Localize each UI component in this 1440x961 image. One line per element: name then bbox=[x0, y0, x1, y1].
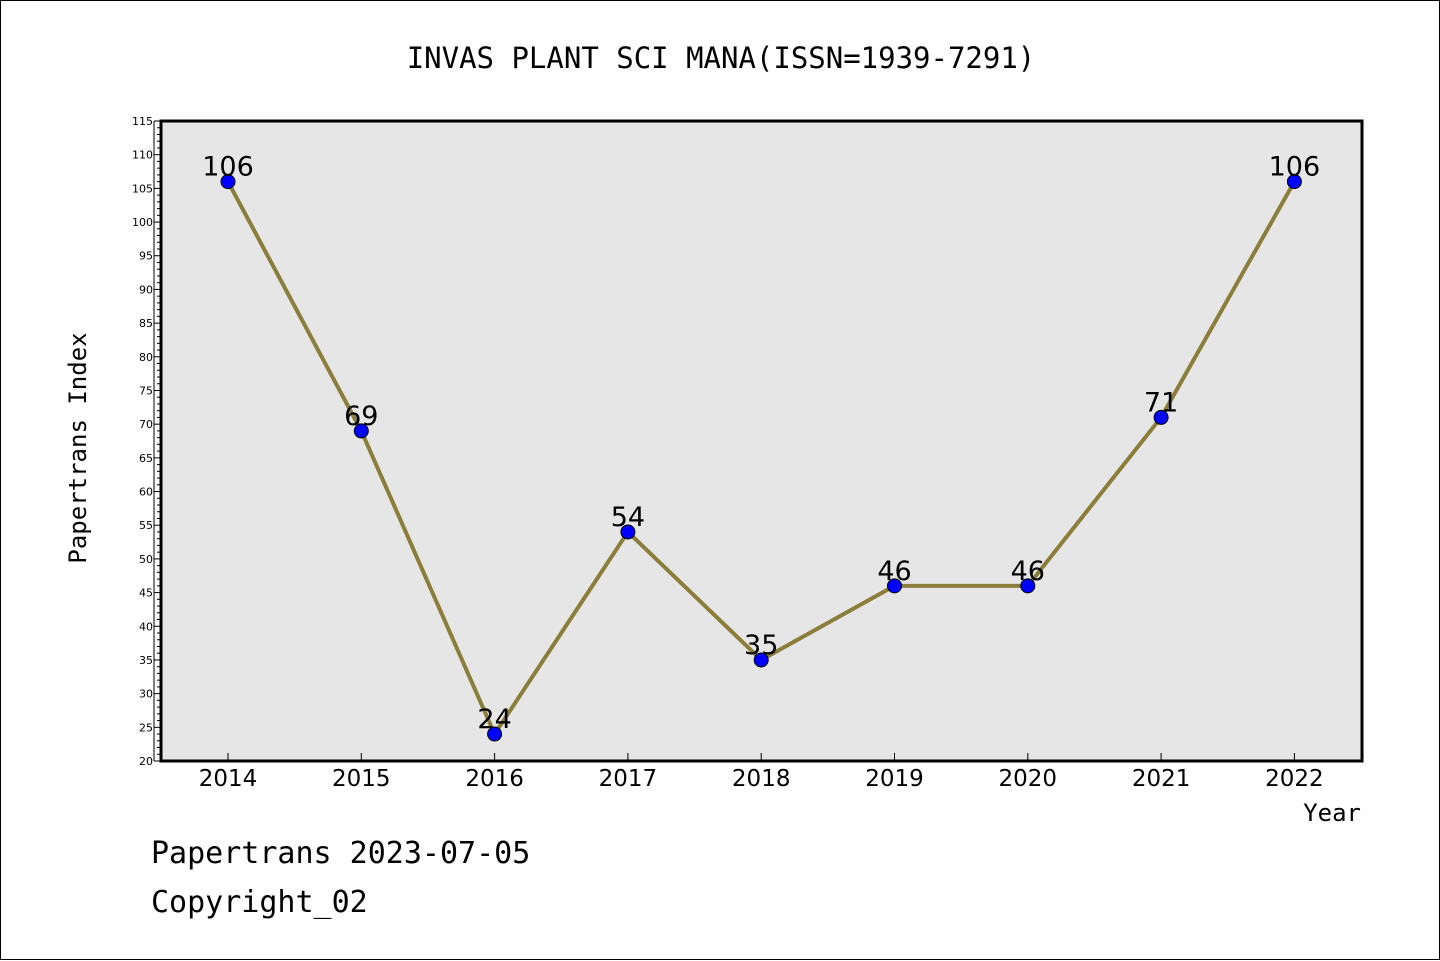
y-tick-label: 55 bbox=[139, 519, 153, 532]
data-point bbox=[753, 652, 769, 668]
x-tick-label: 2018 bbox=[732, 766, 791, 792]
data-label: 35 bbox=[744, 630, 778, 661]
data-label: 46 bbox=[877, 556, 911, 587]
y-tick-label: 65 bbox=[139, 452, 153, 465]
y-axis: 20 25 30 35 40 45 50 55 60 65 70 75 80 85 90 95 100 105 11… bbox=[132, 115, 161, 768]
y-axis-label: Papertrans Index bbox=[64, 332, 92, 563]
data-label: 106 bbox=[202, 152, 254, 183]
x-tick-label: 2017 bbox=[599, 766, 658, 792]
x-tick-label: 2021 bbox=[1132, 766, 1191, 792]
x-tick-label: 2020 bbox=[999, 766, 1058, 792]
data-point bbox=[487, 726, 503, 742]
y-tick-label: 110 bbox=[132, 149, 153, 162]
y-tick-label: 25 bbox=[139, 721, 153, 734]
y-tick-label: 30 bbox=[139, 688, 153, 701]
y-tick-label: 100 bbox=[132, 216, 153, 229]
data-label: 71 bbox=[1144, 387, 1178, 418]
y-tick-label: 95 bbox=[139, 250, 153, 263]
chart-title: INVAS PLANT SCI MANA(ISSN=1939-7291) bbox=[407, 41, 1036, 75]
x-tick-label: 2016 bbox=[465, 766, 524, 792]
data-point bbox=[220, 174, 236, 190]
data-point bbox=[1020, 578, 1036, 594]
y-tick-label: 90 bbox=[139, 283, 153, 296]
y-tick-label: 50 bbox=[139, 553, 153, 566]
plot-border bbox=[159, 119, 1364, 763]
y-tick-label: 70 bbox=[139, 418, 153, 431]
x-axis: 2014 2015 2016 2017 2018 2019 2020 2021 2022 bbox=[199, 753, 1324, 792]
data-label: 24 bbox=[477, 704, 511, 735]
y-tick-label: 35 bbox=[139, 654, 153, 667]
x-axis-label: Year bbox=[1303, 799, 1361, 827]
y-tick-label: 105 bbox=[132, 182, 153, 195]
data-labels: 106 69 24 54 35 46 46 71 106 bbox=[202, 152, 1320, 735]
x-tick-label: 2022 bbox=[1265, 766, 1324, 792]
x-tick-label: 2014 bbox=[199, 766, 258, 792]
data-point bbox=[620, 524, 636, 540]
y-tick-label: 115 bbox=[132, 115, 153, 128]
y-tick-label: 20 bbox=[139, 755, 153, 768]
data-point bbox=[353, 423, 369, 439]
footer-date: Papertrans 2023-07-05 bbox=[151, 836, 531, 871]
data-point bbox=[1153, 409, 1169, 425]
y-tick-label: 60 bbox=[139, 486, 153, 499]
x-tick-label: 2019 bbox=[865, 766, 924, 792]
x-tick-label: 2015 bbox=[332, 766, 391, 792]
data-label: 46 bbox=[1011, 556, 1045, 587]
data-label: 54 bbox=[611, 502, 645, 533]
data-point bbox=[887, 578, 902, 594]
data-markers bbox=[220, 174, 1302, 742]
data-label: 69 bbox=[344, 401, 378, 432]
y-tick-label: 80 bbox=[139, 351, 153, 364]
data-label: 106 bbox=[1269, 152, 1321, 183]
y-tick-label: 85 bbox=[139, 317, 153, 330]
y-tick-label: 40 bbox=[139, 620, 153, 633]
y-tick-label: 75 bbox=[139, 384, 153, 397]
data-point bbox=[1286, 174, 1302, 190]
footer-copyright: Copyright_02 bbox=[151, 885, 368, 920]
y-tick-label: 45 bbox=[139, 587, 153, 600]
